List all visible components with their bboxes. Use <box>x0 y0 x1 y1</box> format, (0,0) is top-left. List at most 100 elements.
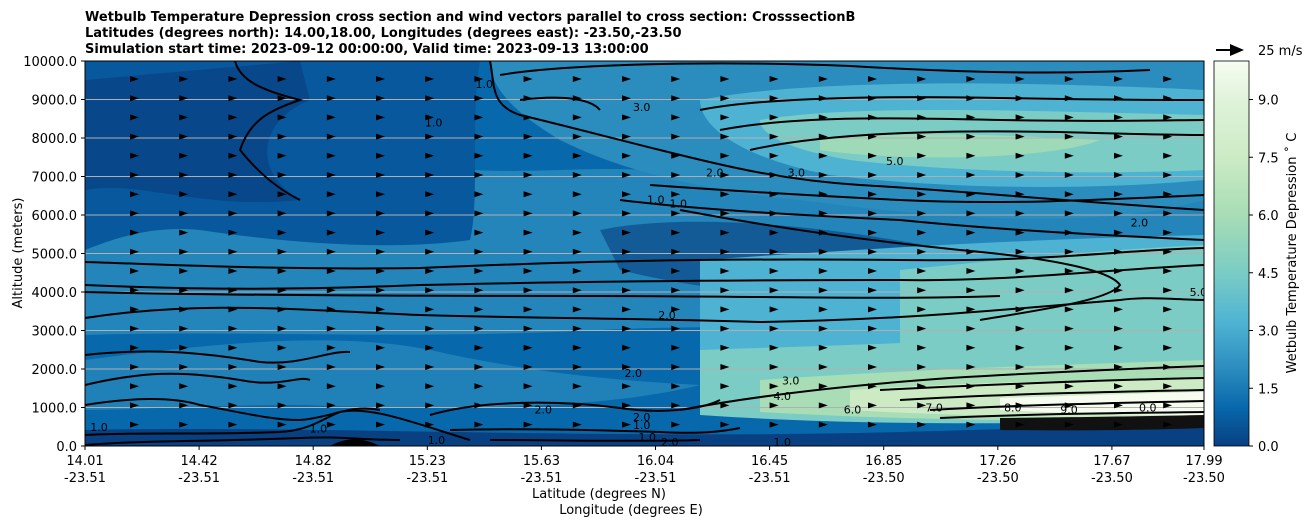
wind-vector <box>818 364 828 370</box>
wind-vector <box>474 364 484 370</box>
wind-vector <box>720 210 730 217</box>
wind-vector <box>622 402 631 409</box>
wind-vector <box>1114 325 1123 332</box>
wind-vector <box>425 76 435 82</box>
contour-label: 2.0 <box>633 411 651 424</box>
wind-vector <box>425 210 435 217</box>
wind-vector <box>671 229 681 236</box>
wind-vector <box>425 248 435 255</box>
wind-vector <box>868 152 877 159</box>
chart-title-line-2: Latitudes (degrees north): 14.00,18.00, … <box>85 26 682 41</box>
wind-vector <box>326 344 336 351</box>
wind-vector <box>1015 133 1025 140</box>
x-tick-label-lat: 17.67 <box>1093 454 1130 469</box>
wind-vector <box>1064 191 1074 198</box>
wind-vector <box>228 152 238 159</box>
contour-label: 2.0 <box>535 403 553 416</box>
wind-vector <box>1163 421 1173 428</box>
wind-vector <box>326 133 336 140</box>
wind-vector <box>179 210 189 217</box>
wind-vector <box>523 325 533 332</box>
wind-vector <box>130 344 139 351</box>
wind-vector <box>523 344 533 351</box>
wind-vector <box>326 421 336 428</box>
wind-vector <box>1015 248 1025 255</box>
wind-vector <box>720 344 730 351</box>
wind-vector <box>376 133 385 140</box>
wind-vector <box>425 191 435 198</box>
wind-vector <box>130 191 139 198</box>
wind-vector <box>917 402 927 409</box>
wind-vector <box>179 402 189 409</box>
wind-vector <box>1015 76 1025 82</box>
y-tick-label: 10000.0 <box>23 55 77 70</box>
wind-vector <box>1114 383 1123 390</box>
x-tick-label-lon: -23.50 <box>863 471 905 486</box>
wind-vector <box>179 191 189 198</box>
wind-vector <box>966 364 976 370</box>
wind-vector <box>720 114 730 121</box>
wind-vector <box>326 76 336 82</box>
wind-vector <box>868 76 877 82</box>
wind-vector <box>917 191 927 198</box>
x-tick-label-lat: 16.45 <box>751 454 788 469</box>
wind-vector <box>130 133 139 140</box>
wind-vector <box>572 344 582 351</box>
wind-vector <box>376 383 385 390</box>
wind-vector <box>572 76 582 82</box>
wind-vector <box>917 76 927 82</box>
wind-vector <box>523 421 533 428</box>
wind-vector <box>277 191 287 198</box>
x-tick-label-lat: 15.23 <box>409 454 446 469</box>
wind-vector <box>1015 210 1025 217</box>
y-tick-label: 6000.0 <box>32 209 78 224</box>
wind-vector <box>769 364 779 370</box>
wind-vector <box>523 172 533 178</box>
wind-vector <box>130 268 139 274</box>
wind-vector <box>818 383 828 390</box>
wind-vector <box>523 210 533 217</box>
wind-vector <box>769 306 779 313</box>
wind-vector <box>523 152 533 159</box>
wind-vector <box>523 364 533 370</box>
wind-vector <box>1064 248 1074 255</box>
wind-vector <box>523 191 533 198</box>
x-tick-label-lat: 15.63 <box>523 454 560 469</box>
wind-vector <box>1064 421 1074 428</box>
wind-vector <box>179 95 189 102</box>
x-tick-label-lon: -23.51 <box>64 471 106 486</box>
wind-vector <box>917 344 927 351</box>
wind-vector <box>572 383 582 390</box>
wind-vector <box>474 229 484 236</box>
wind-vector <box>966 76 976 82</box>
colorbar-tick-label: 3.0 <box>1258 325 1279 340</box>
wind-vector <box>179 76 189 82</box>
wind-vector <box>868 248 877 255</box>
wind-vector <box>622 172 631 178</box>
wind-vector <box>917 152 927 159</box>
wind-vector <box>622 191 631 198</box>
wind-vector <box>720 364 730 370</box>
wind-vector <box>425 152 435 159</box>
wind-vector <box>917 172 927 178</box>
wind-vector <box>277 421 287 428</box>
wind-vector <box>720 287 730 294</box>
wind-vector <box>917 421 927 428</box>
wind-vector <box>179 114 189 121</box>
wind-vector <box>818 287 828 294</box>
contour-label: 6.0 <box>844 403 862 416</box>
wind-vector <box>572 191 582 198</box>
wind-vector <box>1163 152 1173 159</box>
wind-vector <box>572 152 582 159</box>
wind-vector <box>1163 268 1173 274</box>
wind-vector <box>1163 114 1173 121</box>
wind-vector <box>720 325 730 332</box>
wind-vector <box>966 229 976 236</box>
wind-vector <box>228 172 238 178</box>
wind-vector <box>277 229 287 236</box>
colorbar-ticks: 0.0 1.5 3.0 4.5 6.0 7.5 9.0 <box>1249 94 1279 455</box>
wind-vector <box>917 364 927 370</box>
wind-vector <box>572 229 582 236</box>
wind-vector <box>277 114 287 121</box>
wind-vector <box>1163 191 1173 198</box>
